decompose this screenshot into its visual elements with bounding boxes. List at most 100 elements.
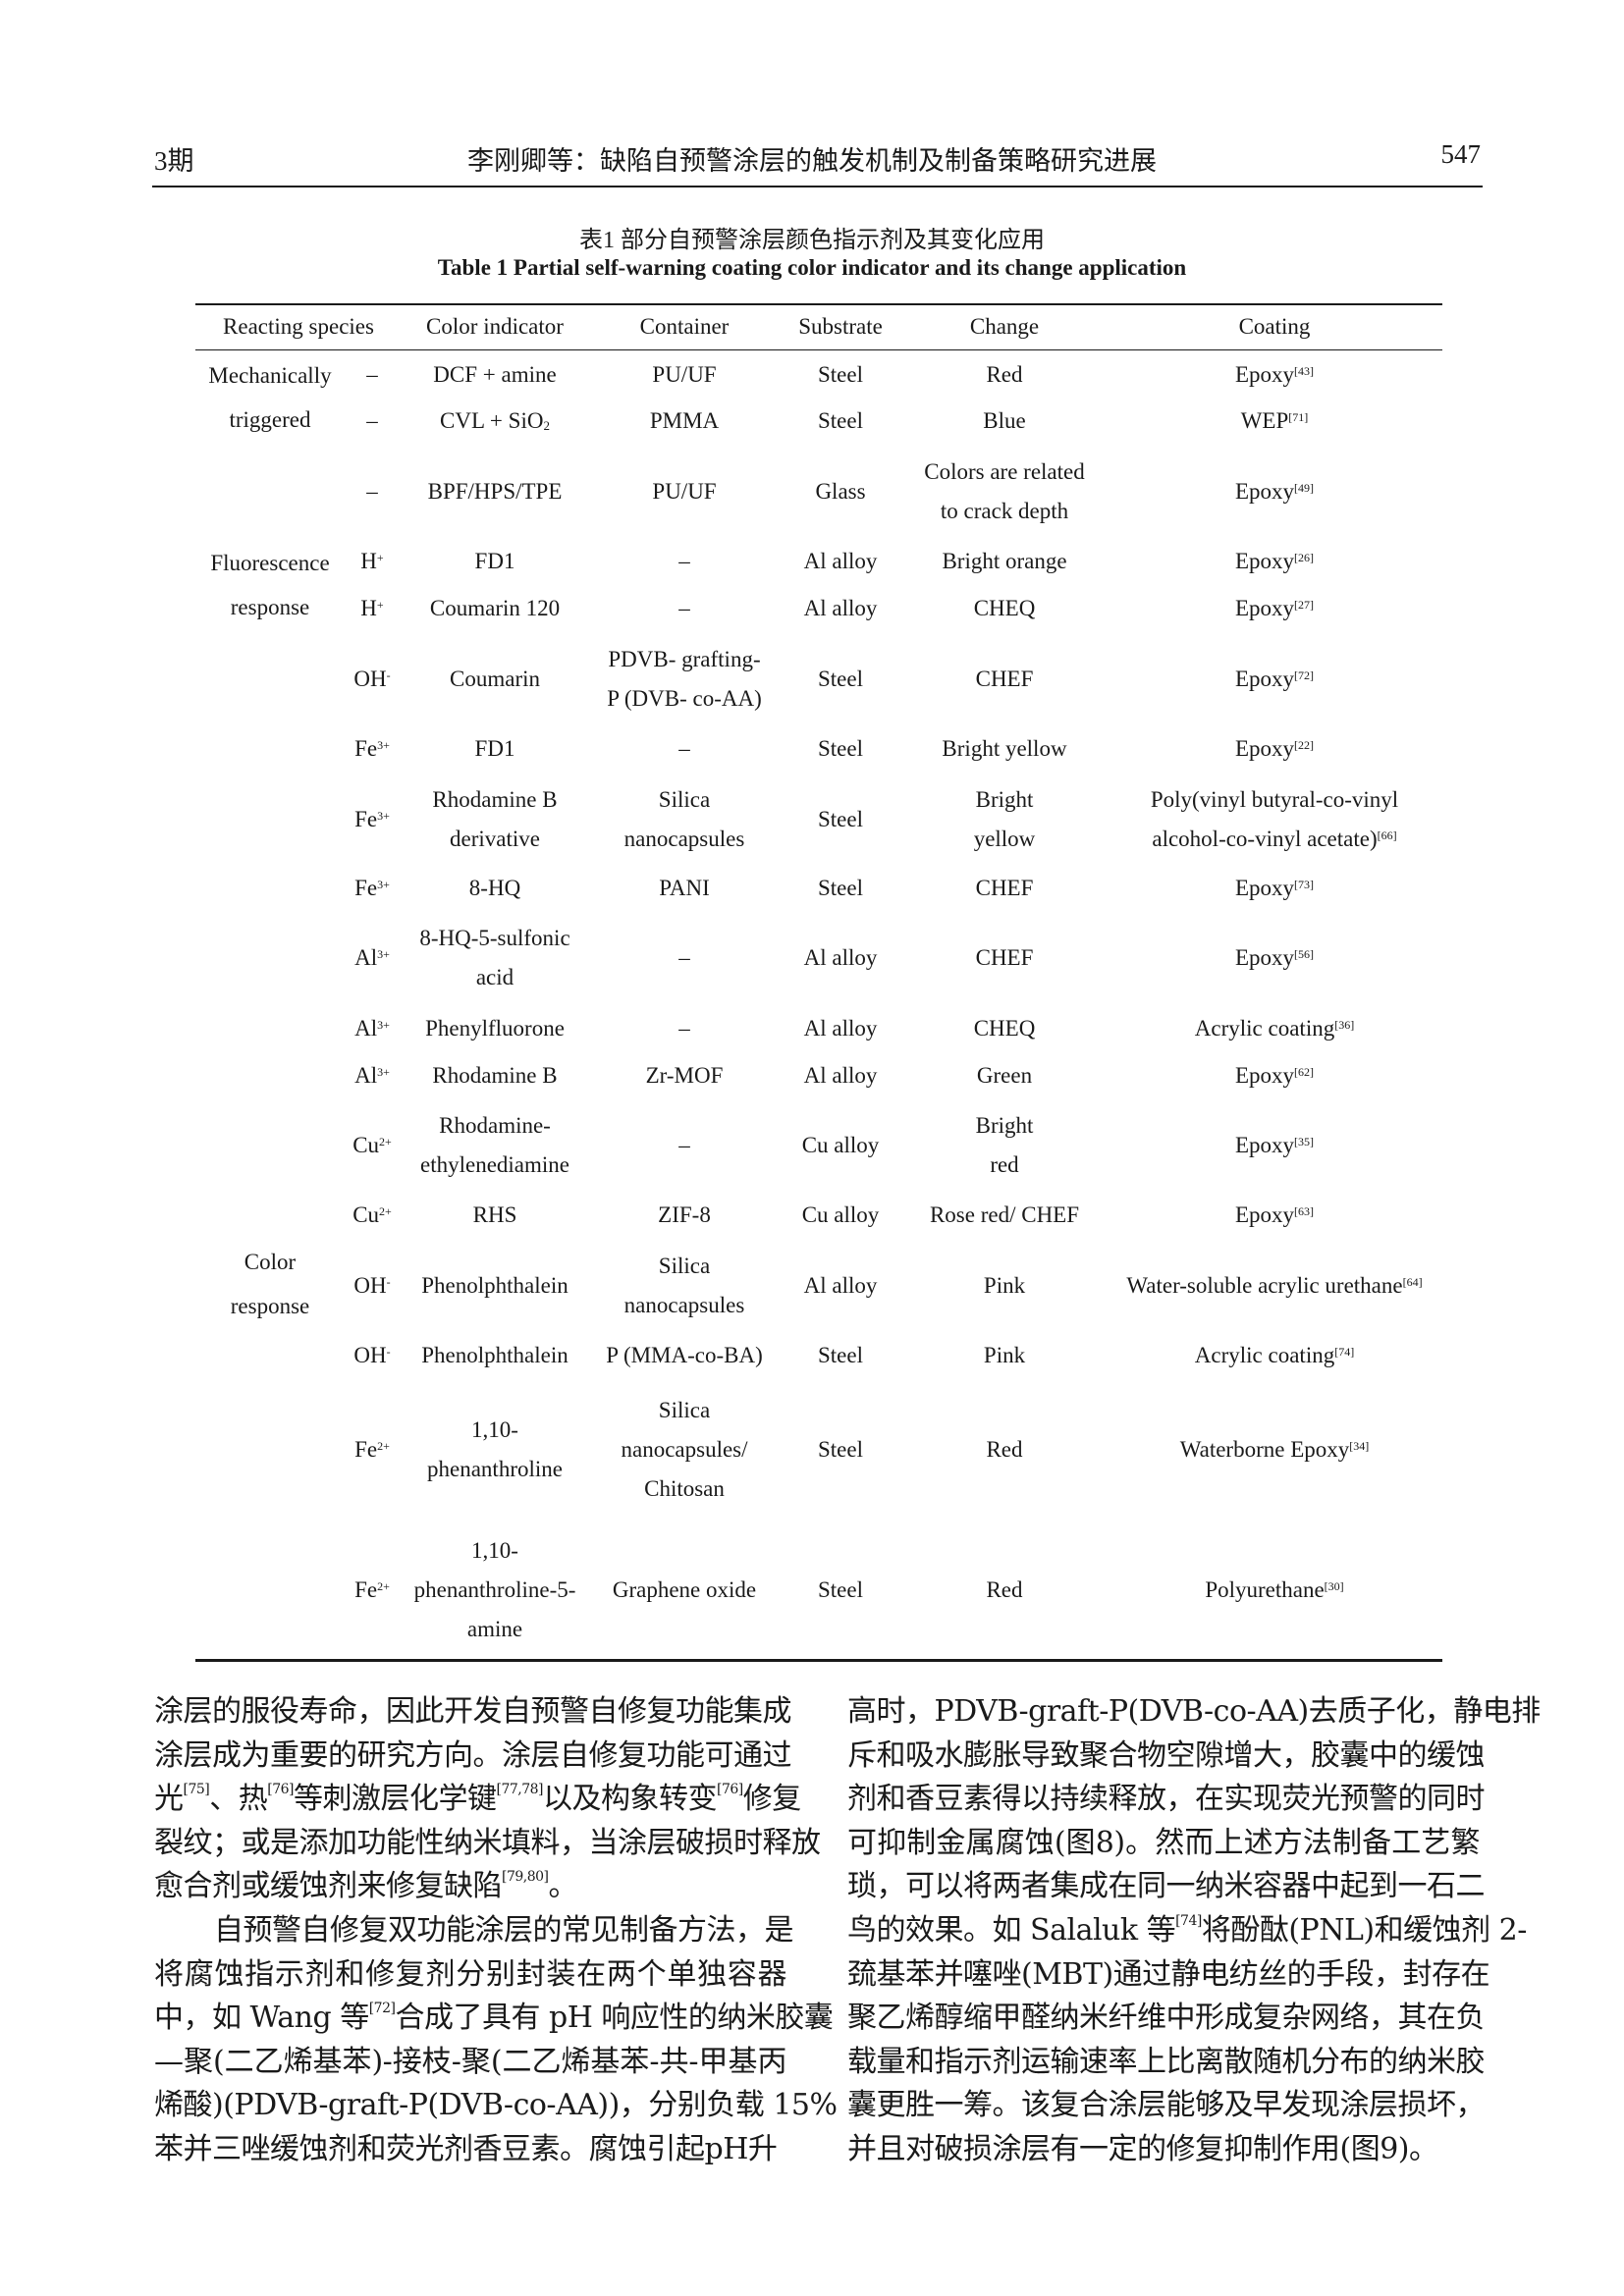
cell-line: – xyxy=(678,1126,690,1165)
cell-change: Red xyxy=(986,1571,1022,1610)
text-run: Cu alloy xyxy=(801,1202,880,1227)
text-run: 裂纹；或是添加功能性纳米填料，当涂层破损时释放 xyxy=(154,1825,821,1860)
cell-line: Steel xyxy=(818,800,863,839)
cell-line: Zr-MOF xyxy=(646,1056,724,1095)
cell-species: Cu2+ xyxy=(352,1196,392,1235)
cell-line: H+ xyxy=(360,589,383,628)
superscript: [79,80] xyxy=(502,1869,549,1886)
header-rule xyxy=(152,186,1483,187)
cell-line: Graphene oxide xyxy=(613,1571,756,1610)
cell-change: Bright yellow xyxy=(974,780,1036,859)
cell-line: CHEQ xyxy=(974,589,1036,628)
cell-coating: Acrylic coating[74] xyxy=(1195,1336,1354,1375)
superscript: [74] xyxy=(1175,1912,1202,1929)
text-run: Steel xyxy=(818,1343,863,1367)
cell-indicator: Rhodamine-ethylenediamine xyxy=(420,1106,569,1185)
text-run: Bright xyxy=(975,787,1034,812)
text-run: Epoxy xyxy=(1234,736,1295,761)
text-run: BPF/HPS/TPE xyxy=(427,479,563,504)
cell-line: P (DVB- co-AA) xyxy=(607,679,762,719)
text-run: Epoxy xyxy=(1234,362,1295,387)
cell-substrate: Steel xyxy=(818,401,863,441)
cell-line: Al alloy xyxy=(804,1009,878,1048)
cell-line: Fe2+ xyxy=(354,1430,390,1469)
text-run: Al alloy xyxy=(803,596,878,620)
text-run: FD1 xyxy=(474,549,515,573)
body-line: 涂层成为重要的研究方向。涂层自修复功能可通过 xyxy=(154,1735,792,1779)
text-run: Zr-MOF xyxy=(645,1063,724,1088)
cell-line: CVL + SiO2 xyxy=(440,401,550,441)
body-line: 聚乙烯醇缩甲醛纳米纤维中形成复杂网络，其在负 xyxy=(847,1997,1486,2041)
cell-substrate: Steel xyxy=(818,1430,863,1469)
cell-line: nanocapsules xyxy=(624,820,745,859)
cell-line: Al3+ xyxy=(354,1009,390,1048)
cell-line: nanocapsules/ xyxy=(621,1430,747,1469)
cell-line: Bright orange xyxy=(942,542,1066,581)
cell-line: Steel xyxy=(818,1336,863,1375)
cell-indicator: 1,10- phenanthroline xyxy=(427,1411,563,1489)
text-run: Epoxy xyxy=(1234,667,1295,691)
cell-line: – xyxy=(366,472,378,511)
superscript: 2+ xyxy=(379,1135,392,1148)
cell-line: H+ xyxy=(360,542,383,581)
text-run: Al alloy xyxy=(803,549,878,573)
superscript: 3+ xyxy=(377,809,390,823)
text-run: FD1 xyxy=(474,736,515,761)
body-line: 中，如 Wang 等[72]合成了具有 pH 响应性的纳米胶囊 xyxy=(154,1997,834,2041)
superscript: [35] xyxy=(1294,1135,1315,1148)
cell-substrate: Al alloy xyxy=(804,1009,878,1048)
text-run: Epoxy xyxy=(1234,1202,1295,1227)
text-run: Water-soluble acrylic urethane xyxy=(1126,1273,1403,1298)
cell-change: Bright orange xyxy=(942,542,1066,581)
text-run: Coumarin 120 xyxy=(429,596,561,620)
superscript: [74] xyxy=(1334,1345,1355,1359)
cell-line: Rhodamine- xyxy=(420,1106,569,1146)
cell-substrate: Al alloy xyxy=(804,1056,878,1095)
text-run: yellow xyxy=(973,827,1036,851)
cell-line: Epoxy[56] xyxy=(1235,938,1314,978)
text-run: Steel xyxy=(818,362,863,387)
text-run: Fe xyxy=(354,876,378,900)
cell-substrate: Steel xyxy=(818,800,863,839)
text-run: 琐，可以将两者集成在同一纳米容器中起到一石二 xyxy=(847,1869,1486,1904)
text-run: Rhodamine B xyxy=(432,1063,558,1088)
cell-line: Bright xyxy=(976,1106,1034,1146)
cell-species: H+ xyxy=(360,589,383,628)
cell-line: Steel xyxy=(818,729,863,769)
cell-substrate: Al alloy xyxy=(804,1266,878,1306)
text-run: 巯基苯并噻唑(MBT)通过静电纺丝的手段，封存在 xyxy=(847,1956,1490,1992)
text-run: Red xyxy=(986,1437,1023,1462)
cell-substrate: Cu alloy xyxy=(802,1196,880,1235)
cell-line: Polyurethane[30] xyxy=(1205,1571,1343,1610)
cell-line: Steel xyxy=(818,401,863,441)
superscript: + xyxy=(376,551,384,564)
cell-indicator: FD1 xyxy=(475,729,515,769)
cell-line: PMMA xyxy=(650,401,719,441)
text-run: ZIF-8 xyxy=(658,1202,711,1227)
cell-indicator: FD1 xyxy=(475,542,515,581)
text-run: 烯酸)(PDVB-graft-P(DVB-co-AA))，分别负载 15% xyxy=(154,2088,838,2123)
cell-species: Fe2+ xyxy=(354,1571,390,1610)
group-label-line: triggered xyxy=(229,407,311,432)
text-run: Rose red/ CHEF xyxy=(929,1202,1080,1227)
superscript: 3+ xyxy=(377,1065,390,1079)
cell-change: Red xyxy=(986,355,1022,395)
text-run: 。 xyxy=(548,1869,578,1904)
text-run: CVL + SiO xyxy=(440,408,544,433)
cell-line: Al alloy xyxy=(804,1266,878,1306)
text-run: Red xyxy=(986,1577,1023,1602)
cell-line: Silica xyxy=(621,1391,747,1430)
text-run: Silica xyxy=(658,1254,711,1278)
cell-line: Al alloy xyxy=(804,938,878,978)
cell-line: – xyxy=(678,542,690,581)
cell-line: – xyxy=(366,355,378,395)
cell-line: alcohol-co-vinyl acetate)[66] xyxy=(1151,820,1398,859)
cell-line: Fe3+ xyxy=(354,729,390,769)
text-run: Bright orange xyxy=(942,549,1067,573)
cell-line: DCF + amine xyxy=(433,355,556,395)
text-run: 中，如 Wang 等 xyxy=(154,2001,369,2036)
superscript: 2+ xyxy=(377,1579,390,1593)
cell-line: Fe3+ xyxy=(354,800,390,839)
cell-line: Epoxy[22] xyxy=(1235,729,1314,769)
text-run: Silica xyxy=(658,1398,711,1422)
